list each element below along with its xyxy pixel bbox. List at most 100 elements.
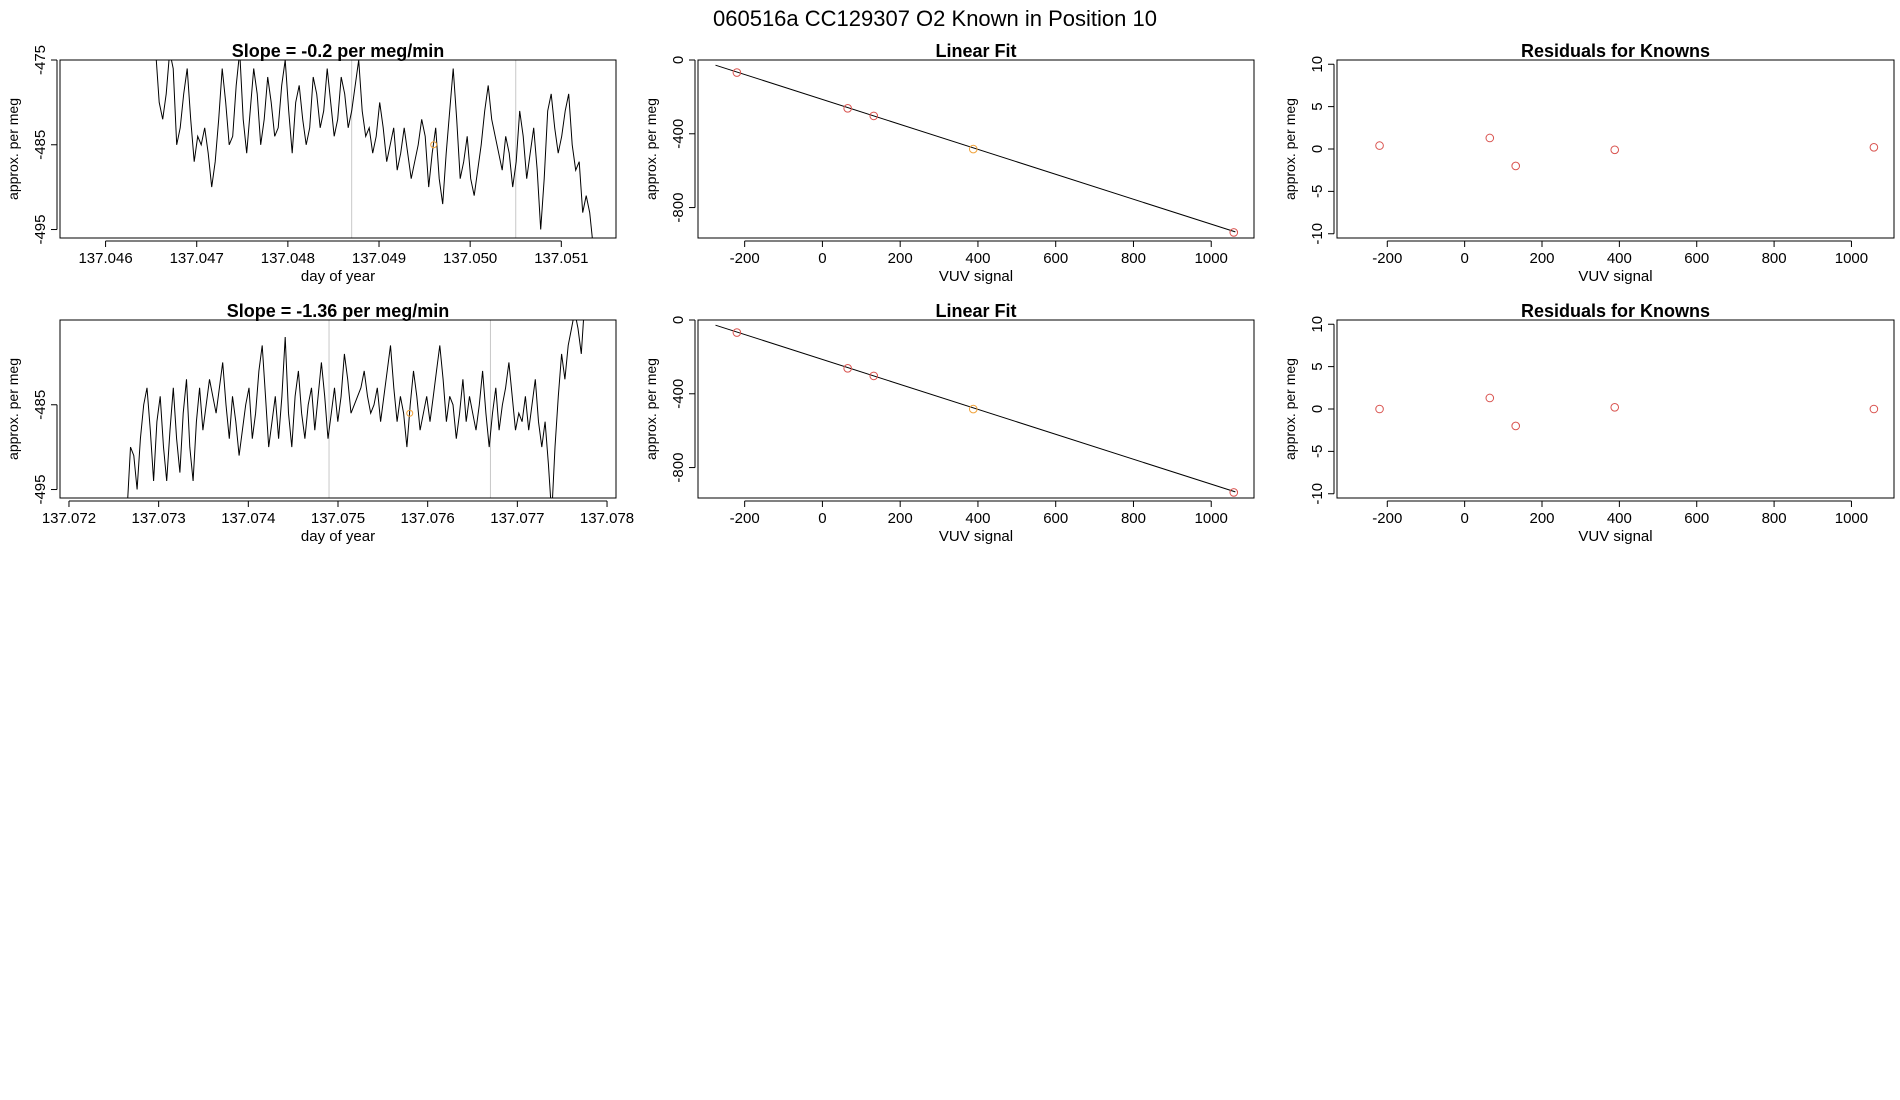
x-tick-label: 137.073 [132,510,186,527]
data-point [968,404,978,414]
data-point [1610,145,1620,155]
data-point [1869,404,1879,414]
x-axis-title: day of year [301,268,375,285]
series-line [155,60,593,238]
data-point [843,364,852,373]
x-tick-label: 200 [888,510,913,527]
x-tick-label: 0 [1460,510,1468,527]
data-point [1511,421,1521,431]
x-tick-label: 137.046 [78,250,132,267]
x-tick-label: 400 [1607,510,1632,527]
data-point [1485,393,1495,403]
y-tick-label: -800 [670,193,687,223]
fit-line [715,64,1236,233]
y-tick-label: 5 [1309,102,1326,110]
figure-title: 060516a CC129307 O2 Known in Position 10 [713,6,1157,31]
y-tick-label: 5 [1309,362,1326,370]
x-tick-label: 0 [818,510,826,527]
y-tick-label: -485 [32,130,49,160]
x-tick-label: 600 [1043,250,1068,267]
data-point [1511,161,1521,171]
x-tick-label: 200 [888,250,913,267]
panel-res1: -200 0 200 400 600 800 1000 VUV signal 10 5 0 -5 -10… [1282,41,1895,285]
y-tick-label: 0 [670,56,687,64]
x-axis-title: VUV signal [1578,528,1652,545]
y-tick-label: -495 [32,475,49,505]
x-tick-label: 137.078 [580,510,634,527]
data-point [843,104,852,113]
x-tick-label: 137.077 [490,510,544,527]
data-point [968,144,978,154]
panel-fit1: -200 0 200 400 600 800 1000 VUV signal 0 -400 -800… [643,41,1255,285]
x-tick-label: 137.049 [352,250,406,267]
x-tick-label: 600 [1684,250,1709,267]
plot-frame [59,319,617,499]
x-tick-label: 400 [965,510,990,527]
panel-title: Linear Fit [935,41,1016,61]
y-tick-label: -5 [1309,185,1326,198]
data-point [1869,143,1879,152]
data-point [869,111,879,121]
x-tick-label: 137.047 [170,250,224,267]
y-tick-label: 10 [1309,316,1326,333]
x-tick-label: 137.074 [221,510,275,527]
data-point [869,371,879,381]
y-axis-title: approx. per meg [1282,358,1298,460]
plot-frame [697,59,1255,239]
x-tick-label: 200 [1529,510,1554,527]
x-tick-label: 137.048 [261,250,315,267]
y-tick-label: 10 [1309,56,1326,73]
x-tick-label: 0 [1460,250,1468,267]
panel-res2: -200 0 200 400 600 800 1000 VUV signal 10 5 0 -5 -10… [1282,301,1895,545]
plot-frame [1336,59,1895,239]
y-tick-label: -800 [670,453,687,483]
y-axis-title: approx. per meg [5,98,21,200]
panel-title: Slope = -1.36 per meg/min [227,301,450,321]
x-tick-label: 137.075 [311,510,365,527]
x-tick-label: 800 [1121,510,1146,527]
panel-ts1: 137.046 137.047 137.048 137.049 137.050 137.0… [5,41,617,285]
y-axis-title: approx. per meg [1282,98,1298,200]
plot-frame [59,59,617,239]
x-tick-label: -200 [730,510,760,527]
x-tick-label: 400 [1607,250,1632,267]
x-tick-label: 1000 [1195,510,1228,527]
y-tick-label: 0 [1309,405,1326,413]
x-tick-label: 800 [1762,510,1787,527]
panel-title: Linear Fit [935,301,1016,321]
x-tick-label: 600 [1043,510,1068,527]
y-tick-label: 0 [670,316,687,324]
highlight-point [430,141,438,149]
panel-fit2: -200 0 200 400 600 800 1000 VUV signal 0 -400 -800… [643,301,1255,545]
x-tick-label: 137.050 [443,250,497,267]
data-point [1375,141,1384,150]
data-point [732,68,742,77]
data-point [732,328,742,337]
panel-ts2: 137.072 137.073 137.074 137.075 137.076 137.0… [5,301,634,545]
panel-title: Residuals for Knowns [1521,41,1710,61]
y-axis-title: approx. per meg [5,358,21,460]
y-tick-label: -10 [1309,483,1326,505]
plot-frame [697,319,1255,499]
x-tick-label: -200 [1372,250,1402,267]
data-point [1610,403,1620,412]
x-tick-label: 137.072 [42,510,96,527]
x-tick-label: 200 [1529,250,1554,267]
x-tick-label: 1000 [1195,250,1228,267]
x-tick-label: 137.076 [401,510,455,527]
y-tick-label: -400 [670,119,687,149]
series-line [127,320,584,498]
y-tick-label: -485 [32,390,49,420]
x-tick-label: 600 [1684,510,1709,527]
x-axis-title: VUV signal [1578,268,1652,285]
data-point [1375,404,1384,414]
y-tick-label: -10 [1309,223,1326,245]
fit-line [715,324,1236,493]
x-tick-label: 800 [1762,250,1787,267]
y-tick-label: 0 [1309,145,1326,153]
x-axis-title: day of year [301,528,375,545]
y-tick-label: -475 [32,45,49,75]
x-tick-label: 1000 [1835,250,1868,267]
x-axis-title: VUV signal [939,268,1013,285]
